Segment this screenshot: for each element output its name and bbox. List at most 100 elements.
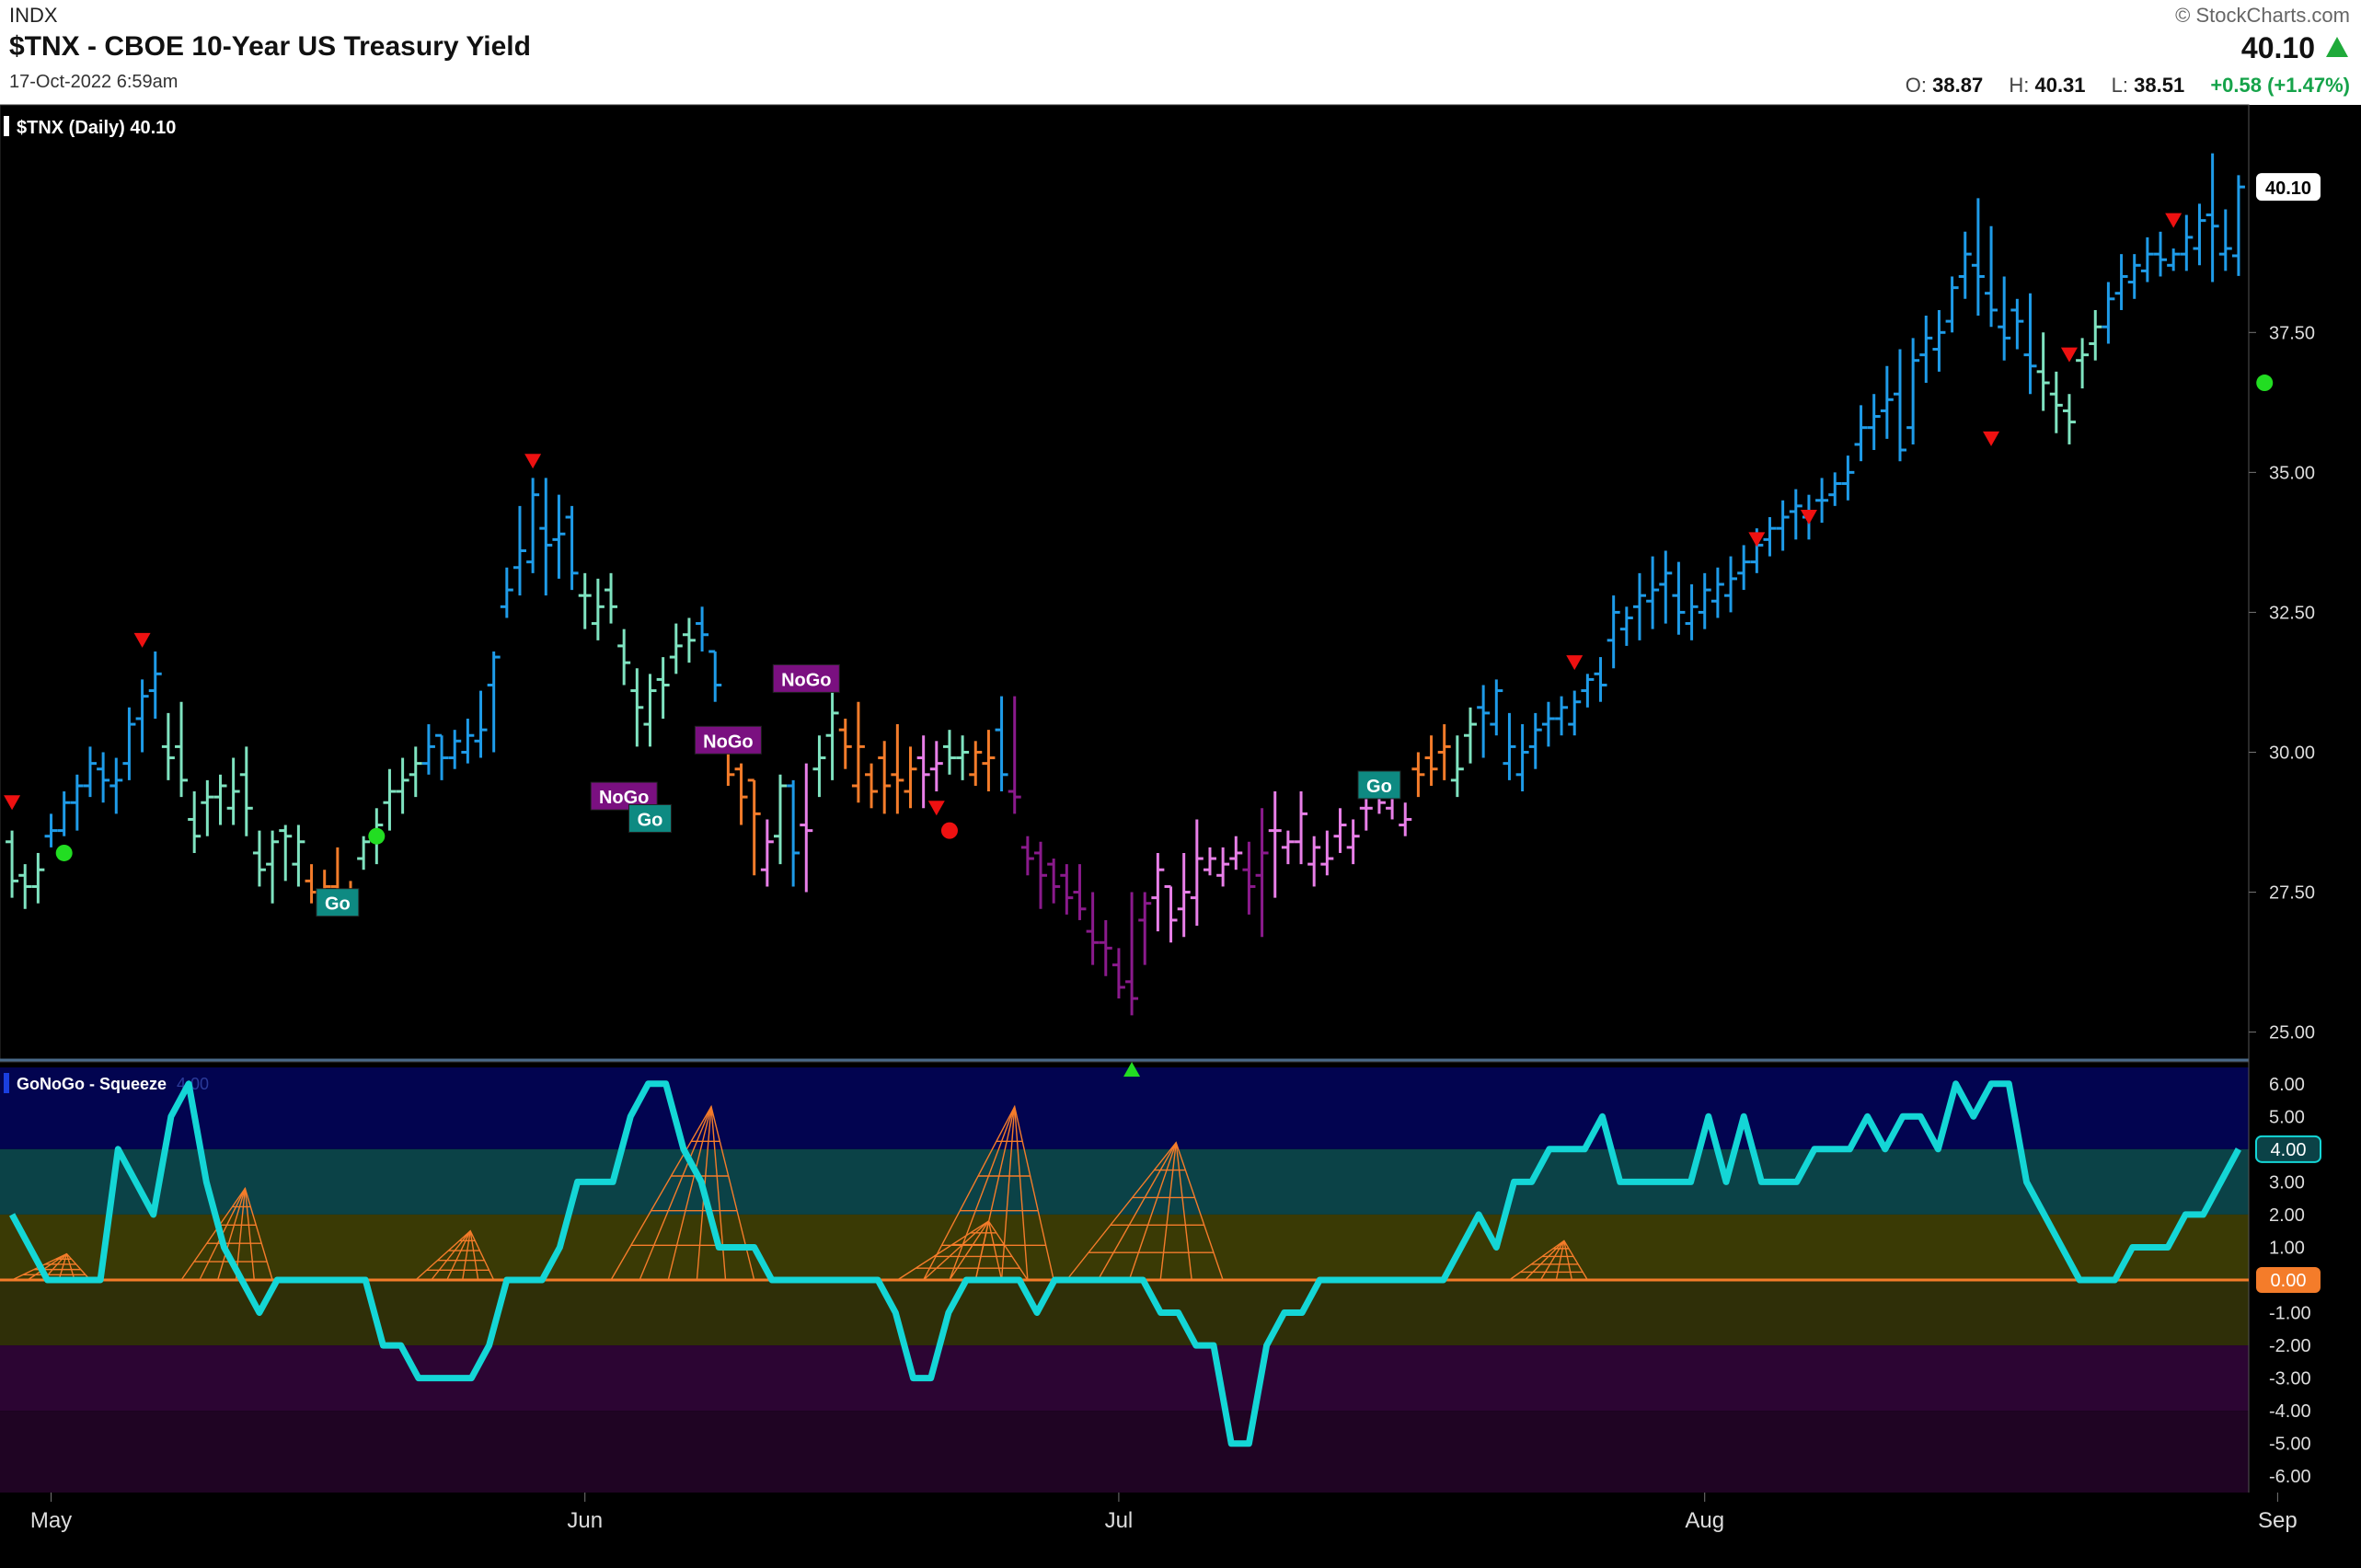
ohlc-bar — [1490, 679, 1503, 736]
ohlc-bar — [1828, 472, 1842, 506]
ohlc-bar — [1659, 550, 1673, 624]
ohlc-bar — [682, 617, 696, 663]
high-value: 40.31 — [2034, 74, 2086, 97]
ohlc-bar — [1698, 572, 1711, 629]
ohlc-bar — [1450, 735, 1464, 798]
ohlc-bar — [800, 763, 813, 893]
ohlc-bar — [161, 712, 175, 780]
copyright-link[interactable]: © StockCharts.com — [2175, 4, 2350, 27]
ohlc-bar — [1138, 892, 1152, 965]
ohlc-bar — [747, 778, 761, 876]
x-tick-label: Sep — [2258, 1508, 2298, 1533]
down-signal-triangle — [2165, 213, 2182, 228]
ohlc-bar — [1125, 892, 1139, 1016]
ohlc-bar — [929, 741, 943, 792]
ohlc-bar — [1073, 864, 1087, 920]
squeeze-rib — [65, 1253, 75, 1281]
ohlc-bar — [1867, 394, 1881, 451]
squeeze-rib — [1524, 1239, 1565, 1281]
ohlc-bar — [526, 478, 540, 573]
ohlc-bar — [2076, 338, 2090, 389]
ohlc-bar — [448, 730, 462, 769]
ohlc-bar — [565, 505, 579, 591]
ohlc-bar — [1424, 735, 1438, 786]
ohlc-bar — [1008, 696, 1021, 814]
ohlc-bar — [2114, 254, 2128, 310]
ohlc-bar — [500, 567, 513, 618]
ohlc-bar — [1515, 724, 1529, 792]
squeeze-rib — [446, 1230, 471, 1281]
squeeze-rib — [923, 1220, 989, 1281]
ohlc-bar — [2154, 231, 2168, 277]
x-tick-label: Jul — [1105, 1508, 1134, 1533]
ohlc-bar — [1880, 365, 1894, 439]
ohlc-bar — [878, 741, 892, 814]
down-signal-triangle — [2060, 347, 2078, 363]
ohlc-bar — [357, 836, 371, 870]
ohlc-bar — [1477, 685, 1491, 758]
squeeze-rib — [1014, 1106, 1029, 1281]
ohlc-bar — [760, 819, 774, 887]
zero-value-label: 0.00 — [2271, 1271, 2307, 1291]
ohlc-bar — [1841, 455, 1855, 501]
squeeze-rib — [216, 1188, 247, 1281]
ohlc-bar — [904, 746, 917, 809]
ohlc-bar — [1632, 572, 1646, 640]
ohlc-bar — [669, 623, 683, 674]
ohlc-bar — [578, 572, 592, 629]
down-signal-triangle — [133, 632, 151, 648]
ohlc-bar — [57, 791, 71, 836]
quote-date: 17-Oct-2022 6:59am — [9, 72, 179, 92]
ohlc-bar — [956, 735, 970, 780]
nogo-label-text: NoGo — [781, 670, 831, 690]
ohlc-bar — [2231, 175, 2245, 276]
ohlc-bar — [838, 718, 852, 769]
oscillator-zone-band — [0, 1214, 2249, 1280]
ohlc-bar — [1672, 561, 1686, 635]
go-label-text: Go — [638, 810, 663, 830]
ohlc-bar — [1203, 847, 1216, 876]
squeeze-rib — [987, 1220, 1003, 1281]
last-price-box — [2256, 173, 2321, 202]
squeeze-rib — [710, 1106, 727, 1281]
x-tick-label: May — [30, 1508, 72, 1533]
ohlc-bar — [605, 572, 618, 624]
ohlc-bar — [1958, 231, 1972, 299]
ohlc-bar — [279, 824, 293, 882]
nogo-label-box — [694, 725, 762, 755]
squeeze-rib — [974, 1106, 1016, 1281]
exchange-label: INDX — [9, 4, 58, 27]
ohlc-bar — [396, 757, 409, 814]
squeeze-rib — [1159, 1142, 1177, 1281]
squeeze-cone — [415, 1229, 495, 1281]
nogo-label-text: NoGo — [703, 732, 753, 752]
go-dot-marker — [55, 844, 73, 861]
ohlc-bar — [1528, 712, 1542, 769]
nogo-label-box — [772, 663, 840, 693]
ohlc-bar — [1919, 316, 1933, 384]
ohlc-bar — [1789, 489, 1802, 540]
ohlc-bar — [696, 606, 709, 651]
ohlc-bar — [2218, 209, 2232, 271]
ohlc-bar — [969, 741, 983, 786]
ohlc-bar — [1710, 567, 1724, 618]
ohlc-bar — [213, 774, 227, 825]
ohlc-bar — [812, 735, 826, 798]
ohlc-bar — [1932, 309, 1946, 372]
squeeze-rib — [462, 1230, 471, 1281]
squeeze-cone — [1509, 1239, 1588, 1281]
go-label-box — [316, 888, 360, 917]
oscillator-tick-label: -1.00 — [2269, 1304, 2311, 1324]
ohlc-bar — [708, 650, 722, 702]
ohlc-bar — [122, 707, 136, 780]
squeeze-cone — [11, 1252, 91, 1281]
ohlc-bar — [2167, 248, 2181, 271]
nogo-dot-marker — [940, 822, 958, 839]
ohlc-bar — [239, 746, 253, 836]
ohlc-bar — [1815, 478, 1829, 524]
ohlc-bar — [643, 674, 657, 747]
ohlc-bar — [1177, 852, 1191, 938]
ohlc-bar — [1619, 606, 1633, 646]
squeeze-rib — [1128, 1142, 1177, 1281]
